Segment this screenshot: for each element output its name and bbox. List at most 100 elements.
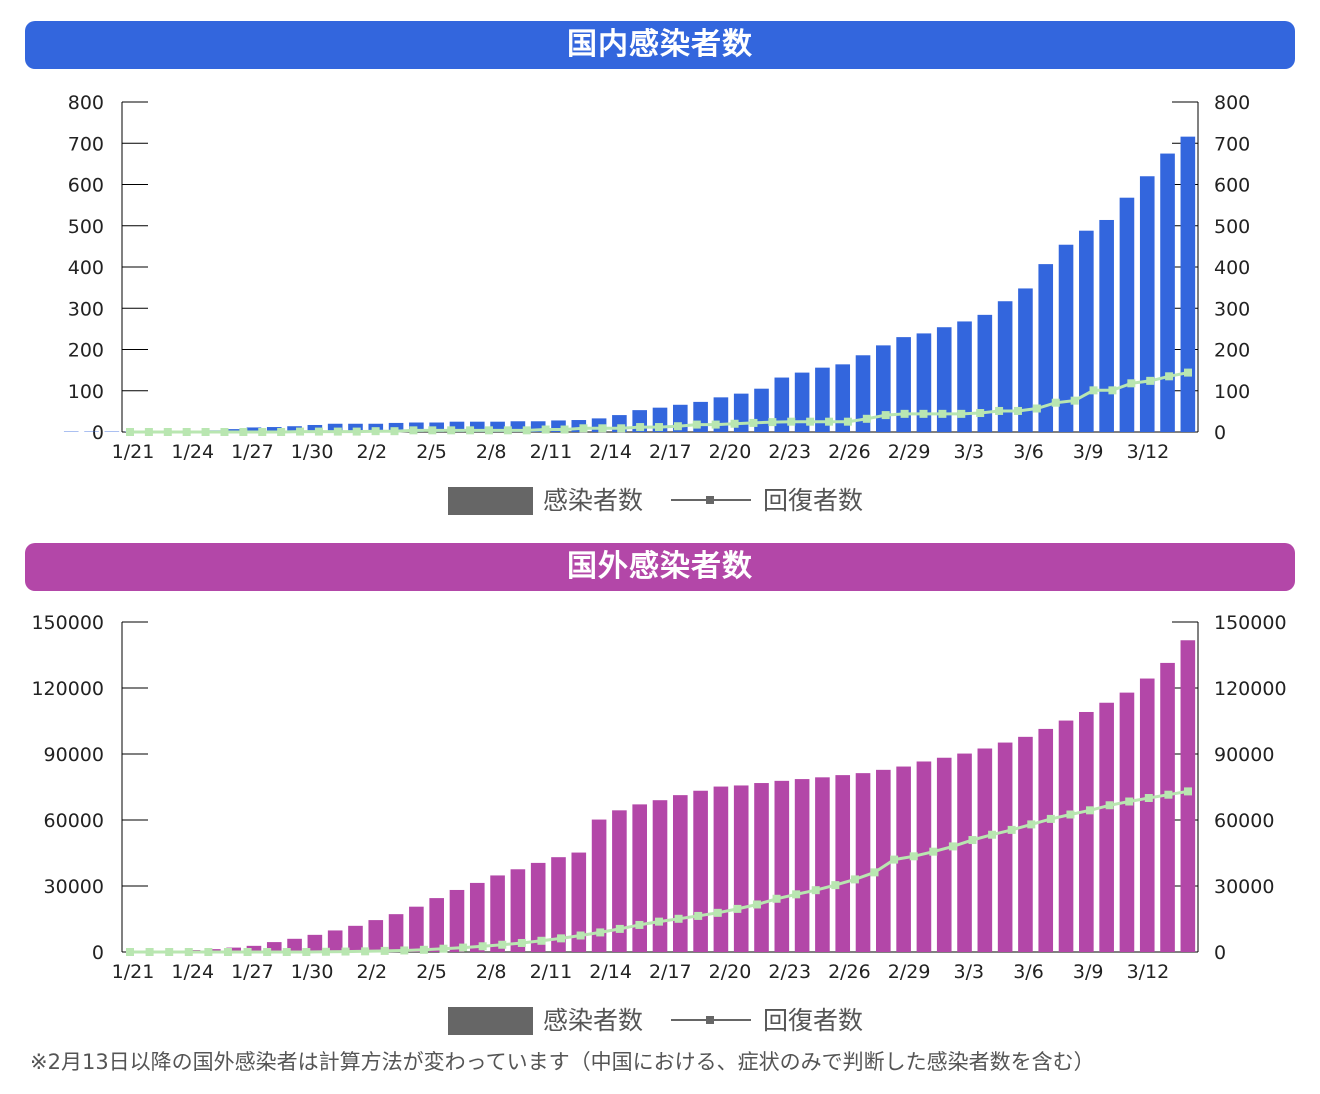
domestic-recovered-point	[126, 428, 134, 436]
international-bar	[1079, 711, 1094, 952]
domestic-recovered-point	[182, 428, 191, 436]
domestic-recovered-point	[447, 426, 456, 435]
domestic-recovered-point	[560, 425, 569, 434]
domestic-recovered-point	[806, 417, 815, 426]
footnote: ※2月13日以降の国外感染者は計算方法が変わっています（中国における、症状のみで…	[30, 1050, 1095, 1074]
domestic-bar	[1038, 264, 1054, 432]
international-bar	[876, 769, 891, 952]
international-xtick-label: 2/17	[649, 961, 692, 983]
domestic-recovered-point	[673, 422, 682, 431]
international-bar	[510, 869, 526, 952]
domestic-bar	[1079, 230, 1094, 432]
domestic-legend-line-marker	[706, 496, 714, 504]
domestic-xtick-label: 2/29	[888, 441, 931, 463]
international-recovered-point	[1007, 825, 1016, 834]
domestic-recovered-point	[239, 428, 248, 436]
domestic-recovered-point	[333, 427, 342, 436]
international-xtick-label: 2/29	[888, 961, 931, 983]
domestic-bar	[266, 427, 282, 432]
domestic-recovered-point	[843, 417, 852, 426]
international-ytick-label-left: 30000	[44, 876, 104, 898]
international-recovered-point	[733, 904, 742, 913]
domestic-legend-bar-label: 感染者数	[543, 486, 643, 515]
domestic-recovered-point	[655, 423, 663, 432]
domestic-bar	[957, 321, 972, 432]
domestic-bar	[551, 420, 566, 432]
international-bar	[612, 810, 627, 952]
international-bar	[246, 945, 262, 952]
domestic-bar	[774, 377, 790, 432]
international-bar	[713, 786, 729, 952]
international-recovered-point	[694, 911, 703, 920]
international-bar	[1180, 640, 1196, 952]
domestic-recovered-point	[692, 420, 701, 429]
international-recovered-point	[145, 948, 154, 956]
international-recovered-point	[1027, 820, 1036, 829]
domestic-recovered-point	[995, 406, 1004, 415]
domestic-legend-line-label: 回復者数	[763, 486, 863, 515]
international-bar	[307, 934, 323, 952]
international-recovered-point	[674, 914, 683, 923]
international-bar	[997, 742, 1013, 952]
domestic-xtick-label: 2/2	[357, 441, 388, 463]
international-recovered-point	[537, 936, 546, 945]
international-recovered-point	[1144, 794, 1153, 802]
domestic-bar	[997, 301, 1013, 432]
international-xtick-label: 2/14	[589, 961, 632, 983]
international-bar	[388, 914, 404, 952]
domestic-recovered-point	[541, 425, 550, 434]
domestic-bar	[530, 421, 546, 432]
international-recovered-point	[870, 868, 879, 877]
domestic-recovered-point	[296, 427, 305, 436]
international-ytick-label-left: 90000	[44, 744, 104, 766]
domestic-recovered-point	[258, 428, 267, 436]
domestic-xtick-label: 2/11	[530, 441, 573, 463]
domestic-bar	[1018, 288, 1033, 432]
domestic-ytick-label-left: 500	[68, 216, 104, 238]
international-bar	[977, 748, 993, 952]
international-recovered-point	[1125, 797, 1134, 806]
international-recovered-point	[576, 931, 585, 940]
domestic-recovered-point	[1127, 379, 1136, 388]
international-bar	[429, 898, 444, 952]
domestic-recovered-point	[862, 414, 871, 423]
international-legend-bar-swatch	[448, 1007, 533, 1035]
domestic-bar	[469, 421, 485, 432]
domestic-bar	[815, 367, 830, 432]
domestic-xtick-label: 3/3	[954, 441, 985, 463]
domestic-bar	[1180, 136, 1196, 432]
international-recovered-point	[1164, 790, 1173, 799]
international-xtick-label: 3/12	[1127, 961, 1170, 983]
international-recovered-point	[400, 946, 409, 955]
domestic-ytick-label-left: 800	[68, 92, 104, 114]
international-recovered-point	[557, 934, 566, 943]
international-recovered-point	[361, 947, 370, 956]
international-recovered-point	[792, 890, 801, 899]
international-xtick-label: 3/3	[954, 961, 985, 983]
international-recovered-point	[831, 881, 840, 890]
domestic-bar	[835, 364, 851, 432]
domestic-xtick-label: 2/26	[828, 441, 871, 463]
domestic-legend-bar-swatch	[448, 487, 533, 515]
domestic-recovered-point	[503, 426, 512, 435]
domestic-recovered-point	[730, 419, 739, 428]
international-recovered-point	[302, 948, 311, 956]
domestic-ytick-label-right: 600	[1214, 175, 1250, 197]
domestic-bar	[794, 372, 810, 432]
international-bar	[733, 785, 749, 952]
domestic-recovered-point	[1032, 404, 1041, 413]
domestic-recovered-point	[957, 409, 966, 418]
domestic-bar	[1139, 176, 1155, 432]
domestic-recovered-point	[201, 428, 210, 436]
domestic-bar	[1119, 197, 1135, 432]
international-recovered-point	[655, 917, 663, 926]
international-recovered-point	[1105, 801, 1114, 810]
domestic-recovered-point	[1184, 368, 1192, 377]
domestic-ytick-label-right: 0	[1214, 422, 1226, 444]
domestic-recovered-point	[1013, 406, 1022, 415]
international-bar	[1018, 736, 1033, 952]
domestic-ytick-label-left: 100	[68, 381, 104, 403]
international-bar	[672, 795, 688, 952]
international-xtick-label: 3/9	[1073, 961, 1104, 983]
international-recovered-point	[988, 830, 997, 839]
